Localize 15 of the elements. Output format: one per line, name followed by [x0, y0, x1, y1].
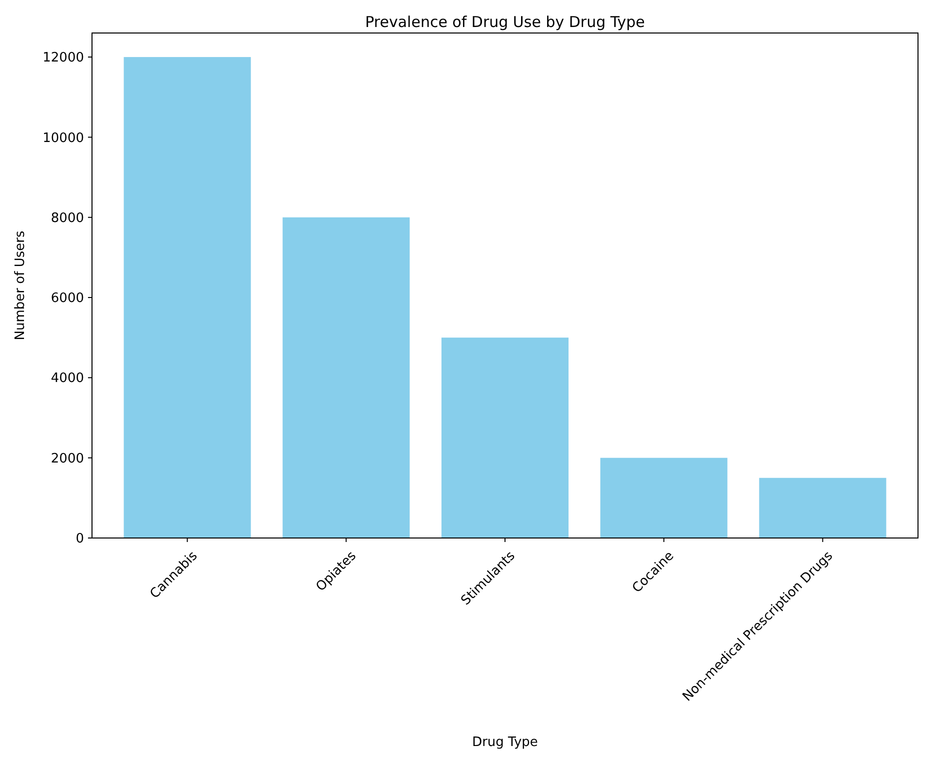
x-axis-title: Drug Type	[472, 735, 538, 750]
y-tick-label: 4000	[50, 371, 84, 386]
bar	[759, 478, 886, 538]
y-tick-label: 6000	[50, 291, 84, 306]
bar	[282, 217, 410, 538]
bar	[441, 338, 569, 538]
y-axis-title: Number of Users	[13, 230, 28, 340]
y-tick-label: 8000	[50, 210, 84, 226]
y-tick-label: 2000	[50, 451, 84, 466]
chart-title: Prevalence of Drug Use by Drug Type	[365, 13, 645, 31]
bar	[600, 458, 728, 538]
bar	[124, 57, 251, 538]
y-tick-label: 10000	[42, 130, 84, 146]
y-tick-label: 12000	[42, 50, 84, 66]
y-tick-label: 0	[76, 532, 84, 547]
